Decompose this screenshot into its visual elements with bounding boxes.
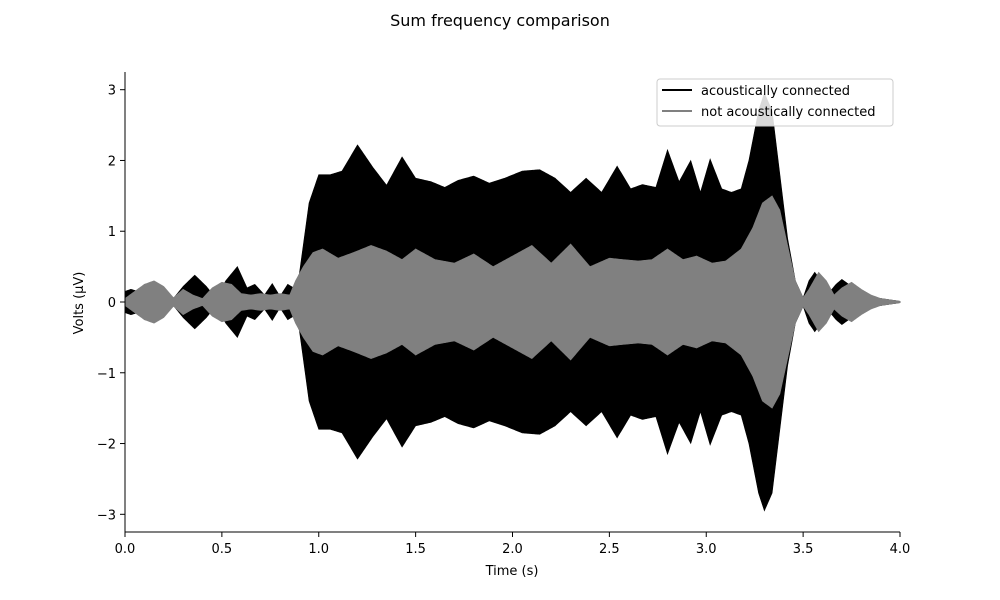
x-tick-label: 1.5 (405, 542, 426, 557)
x-tick-label: 1.0 (308, 542, 329, 557)
y-tick-label: −1 (97, 367, 116, 382)
legend: acoustically connected not acoustically … (656, 78, 894, 127)
chart-title: Sum frequency comparison (390, 11, 610, 30)
series-not-acoustically-connected (124, 195, 901, 409)
plot-series (124, 92, 901, 512)
legend-frame (656, 78, 894, 127)
y-axis-label: Volts (μV) (72, 272, 87, 335)
x-tick-label: 2.5 (599, 542, 620, 557)
x-ticks: 0.0 0.5 1.0 1.5 2.0 2.5 3.0 3.5 4.0 (115, 532, 911, 557)
y-tick-label: 2 (108, 154, 116, 169)
x-tick-label: 3.5 (793, 542, 814, 557)
legend-label-not-acoustically-connected: not acoustically connected (701, 105, 875, 120)
legend-label-acoustically-connected: acoustically connected (701, 84, 850, 99)
x-tick-label: 0.5 (212, 542, 233, 557)
y-tick-label: −3 (97, 508, 116, 523)
x-tick-label: 3.0 (696, 542, 717, 557)
x-tick-label: 4.0 (890, 542, 911, 557)
x-tick-label: 2.0 (502, 542, 523, 557)
y-tick-label: −2 (97, 438, 116, 453)
y-tick-label: 0 (108, 296, 116, 311)
x-tick-label: 0.0 (115, 542, 136, 557)
y-ticks: −3 −2 −1 0 1 2 3 (97, 84, 125, 523)
y-tick-label: 1 (108, 225, 116, 240)
y-tick-label: 3 (108, 84, 116, 99)
x-axis-label: Time (s) (485, 564, 539, 579)
